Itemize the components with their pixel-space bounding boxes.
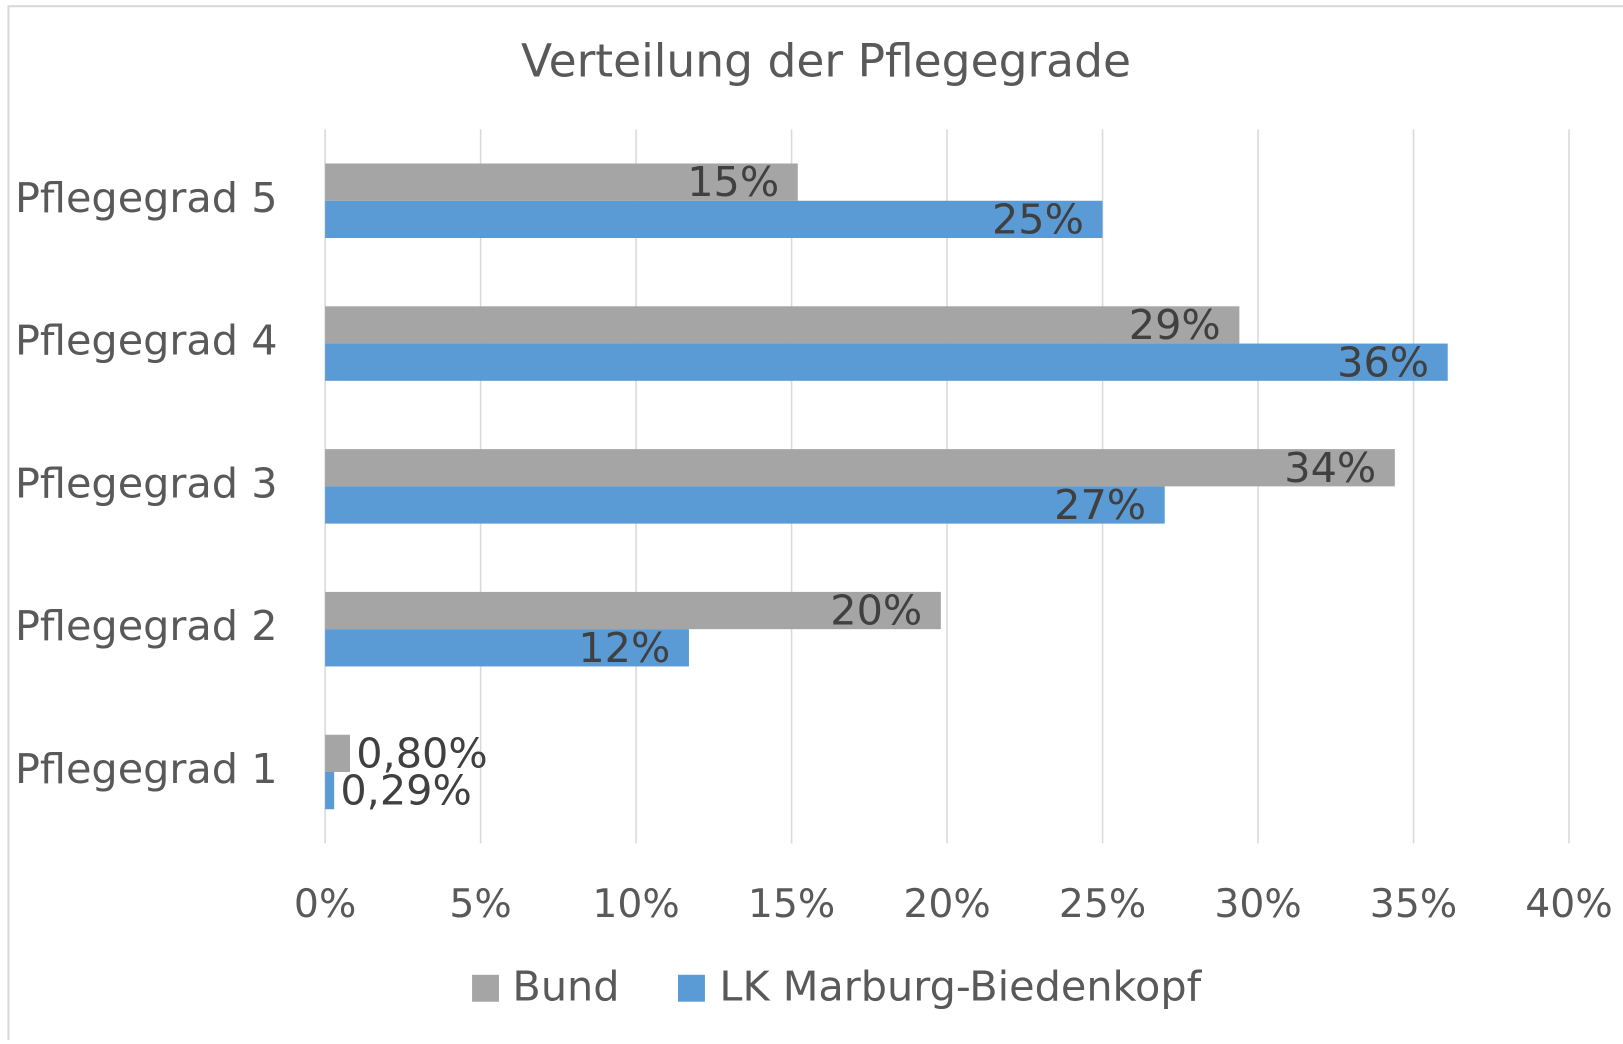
y-tick-label: Pflegegrad 4 [15, 317, 278, 365]
chart-title: Verteilung der Pflegegrade [521, 35, 1131, 88]
x-tick-label: 30% [1214, 882, 1301, 927]
y-tick-label: Pflegegrad 2 [15, 602, 278, 650]
bar [325, 486, 1165, 524]
legend-swatch [472, 974, 499, 1002]
x-tick-label: 10% [592, 882, 679, 927]
bar [325, 449, 1395, 487]
data-label: 15% [687, 158, 779, 206]
bar [325, 343, 1448, 381]
data-label: 27% [1054, 481, 1146, 529]
legend-swatch [678, 974, 705, 1002]
data-label: 20% [830, 587, 922, 635]
x-tick-label: 25% [1059, 882, 1146, 927]
data-label: 12% [578, 624, 670, 672]
bar [325, 200, 1103, 239]
bar [325, 591, 941, 630]
bar [325, 771, 335, 810]
x-tick-label: 40% [1525, 882, 1612, 927]
x-tick-label: 20% [903, 882, 990, 927]
y-tick-label: Pflegegrad 5 [15, 174, 278, 222]
data-label: 34% [1284, 444, 1376, 492]
data-label: 0,29% [340, 767, 471, 815]
chart-frame [7, 5, 1623, 1044]
x-tick-label: 15% [748, 882, 835, 927]
data-label: 0,80% [356, 729, 487, 777]
y-tick-label: Pflegegrad 3 [15, 459, 278, 507]
bar [325, 629, 689, 667]
data-label: 29% [1129, 301, 1221, 349]
legend-label: Bund [512, 962, 619, 1010]
legend-label: LK Marburg-Biedenkopf [719, 962, 1202, 1010]
x-tick-label: 35% [1370, 882, 1457, 927]
data-label: 25% [992, 195, 1084, 243]
bar [325, 163, 798, 201]
x-tick-label: 5% [449, 882, 511, 927]
bar [325, 734, 351, 772]
x-tick-label: 0% [294, 882, 356, 927]
bar [325, 306, 1240, 344]
data-label: 36% [1337, 338, 1429, 386]
y-tick-label: Pflegegrad 1 [15, 745, 278, 793]
